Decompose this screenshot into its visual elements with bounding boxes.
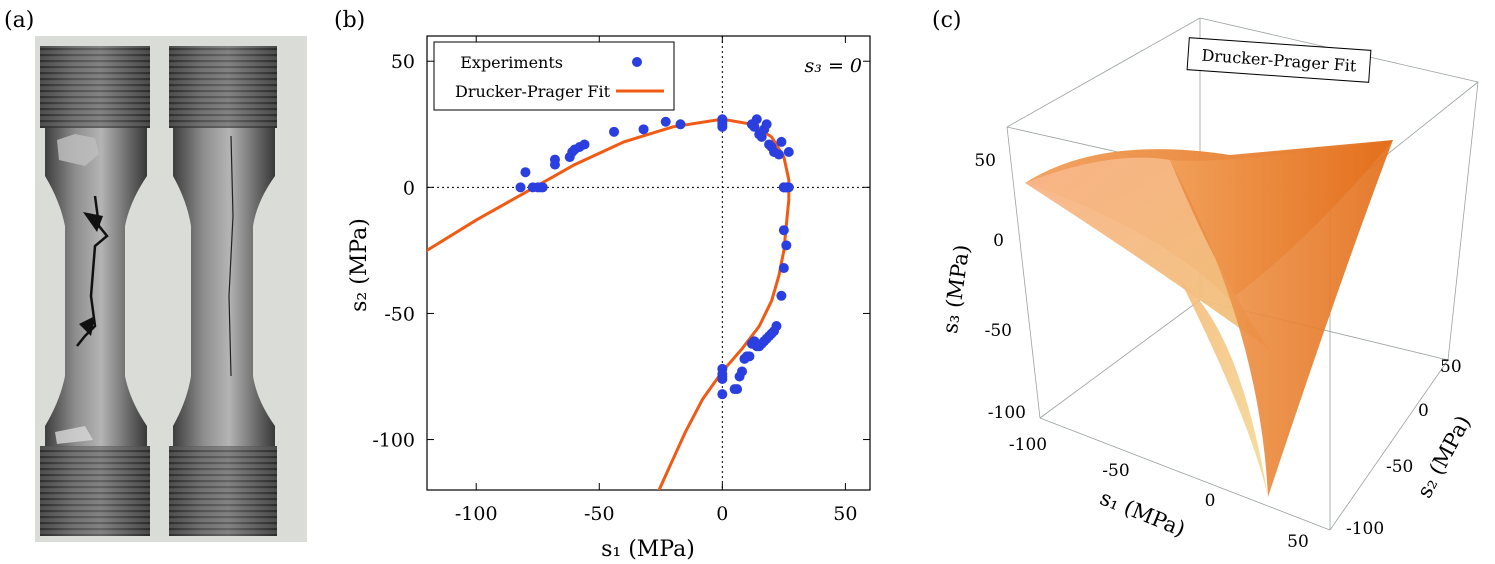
data-point	[638, 124, 649, 135]
legend: Experiments Drucker-Prager Fit	[433, 41, 675, 111]
x-tick-label: -50	[1102, 461, 1129, 481]
y-tick-label: -100	[1346, 519, 1384, 539]
data-point	[783, 147, 794, 158]
y-axis-label: s₂ (MPa)	[347, 218, 372, 312]
x-tick-label: 50	[1287, 532, 1309, 552]
data-point	[778, 263, 789, 274]
x-axis-label: s₁ (MPa)	[601, 537, 695, 562]
data-point	[549, 154, 560, 165]
data-point	[675, 119, 686, 130]
data-point	[749, 121, 760, 132]
surface	[1025, 140, 1393, 497]
experiment-points	[515, 114, 794, 400]
legend-3d: Drucker-Prager Fit	[1186, 37, 1372, 83]
z-axis-label: s₃ (MPa)	[938, 243, 974, 335]
y-ticks: -100 -50 0 50	[372, 51, 870, 452]
legend-marker-experiments	[632, 57, 642, 67]
plot-frame	[426, 35, 871, 491]
y-tick-label: 50	[1440, 357, 1462, 377]
x-tick-label: -50	[584, 503, 615, 525]
fit-curve	[427, 117, 791, 490]
specimen-photo	[35, 36, 307, 542]
data-point	[660, 116, 671, 127]
data-point	[579, 139, 590, 150]
data-point	[781, 240, 792, 251]
data-point	[717, 121, 728, 132]
y-tick-label: 0	[403, 177, 415, 199]
z-tick-label: -100	[988, 403, 1026, 423]
x-tick-label: -100	[455, 503, 498, 525]
panel-label-c: (c)	[932, 8, 962, 33]
z-tick-label: -50	[985, 321, 1012, 341]
legend-label-experiments: Experiments	[460, 53, 563, 72]
x-tick-label: -100	[1009, 435, 1047, 455]
data-point	[783, 182, 794, 193]
data-point	[734, 371, 745, 382]
z-tick-label: 0	[993, 231, 1004, 251]
x-ticks-3d: -100 -50 0 50	[1009, 435, 1309, 552]
panel-label-a: (a)	[4, 8, 35, 33]
data-point	[776, 136, 787, 147]
x-tick-label: 50	[833, 503, 857, 525]
data-point	[520, 167, 531, 178]
data-point	[761, 119, 772, 130]
x-axis-label-3d: s₁ (MPa)	[1097, 486, 1189, 542]
x-tick-label: 0	[1205, 491, 1216, 511]
z-tick-label: 50	[974, 151, 996, 171]
x-tick-label: 0	[716, 503, 728, 525]
specimen-right	[169, 46, 277, 536]
annotation-s3: s₃ = 0	[805, 55, 862, 77]
data-point	[773, 149, 784, 160]
legend-label-fit: Drucker-Prager Fit	[455, 82, 611, 101]
data-point	[729, 384, 740, 395]
data-point	[756, 131, 767, 142]
surface-chart: Drucker-Prager Fit 50 0 -50 -100 s₃ (MPa…	[938, 17, 1479, 552]
data-point	[776, 290, 787, 301]
data-point	[778, 225, 789, 236]
y-ticks-3d: -100 -50 0 50	[1346, 357, 1462, 539]
data-point	[717, 374, 728, 385]
y-tick-label: -100	[372, 430, 415, 452]
y-axis-label-3d: s₂ (MPa)	[1412, 412, 1475, 502]
scatter-chart: -100 -50 0 50 -100 -50 0 50 Experiments Drucke…	[347, 35, 871, 562]
panel-label-b: (b)	[334, 8, 366, 33]
y-tick-label: 50	[391, 51, 415, 73]
x-ticks: -100 -50 0 50	[455, 36, 857, 525]
data-point	[609, 126, 620, 137]
y-tick-label: -50	[384, 303, 415, 325]
data-point	[746, 338, 757, 349]
y-tick-label: -50	[1386, 457, 1413, 477]
specimen-left	[40, 46, 150, 536]
data-point	[717, 389, 728, 400]
data-point	[537, 182, 548, 193]
data-point	[515, 182, 526, 193]
data-point	[751, 114, 762, 125]
z-ticks: 50 0 -50 -100	[974, 151, 1026, 423]
data-point	[739, 353, 750, 364]
y-tick-label: 0	[1418, 401, 1429, 421]
